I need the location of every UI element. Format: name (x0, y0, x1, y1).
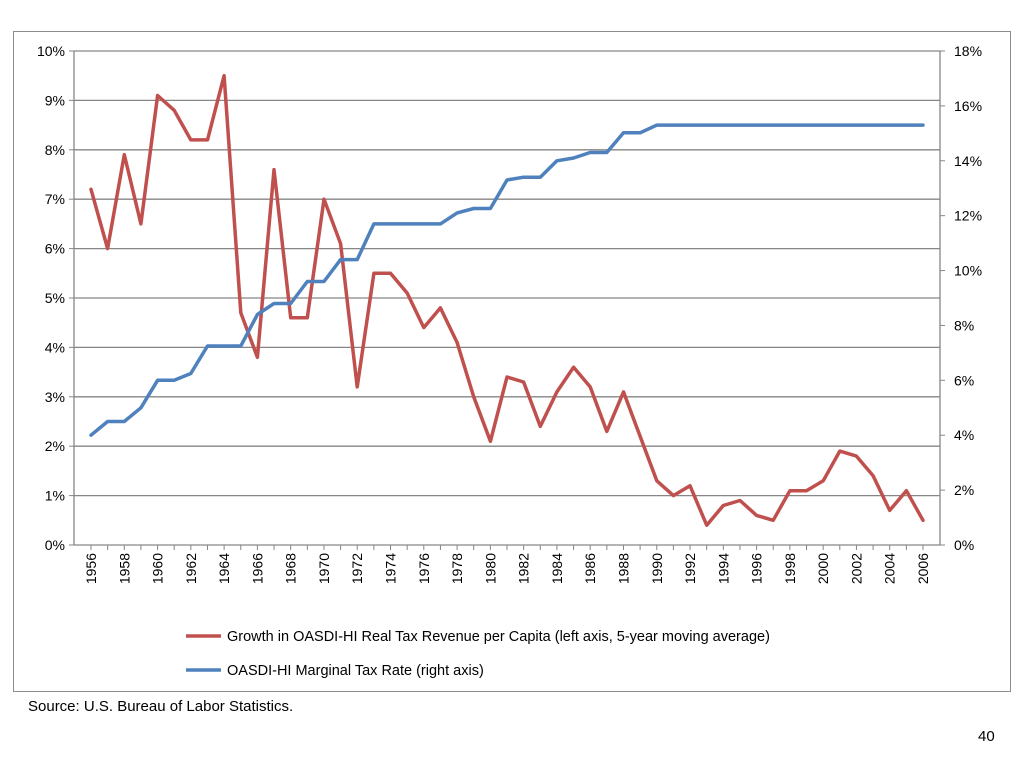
left-axis-tick-label: 7% (45, 191, 65, 207)
right-axis-tick-label: 16% (954, 98, 982, 114)
left-axis-tick-label: 1% (45, 488, 65, 504)
left-axis-tick-label: 10% (37, 43, 65, 59)
x-axis-tick-label: 2000 (815, 553, 831, 584)
series-line-2 (89, 123, 925, 437)
x-axis-tick-label: 1998 (782, 553, 798, 584)
right-axis-tick-label: 12% (954, 208, 982, 224)
x-axis-tick-label: 1980 (482, 553, 498, 584)
right-axis-tick-label: 10% (954, 263, 982, 279)
left-axis-tick-label: 3% (45, 389, 65, 405)
left-axis-tick-label: 0% (45, 537, 65, 553)
x-axis-tick-label: 1992 (682, 553, 698, 584)
x-axis-tick-label: 1960 (150, 553, 166, 584)
x-axis-tick-label: 1986 (582, 553, 598, 584)
right-axis-tick-label: 6% (954, 372, 974, 388)
x-axis-tick-label: 1958 (116, 553, 132, 584)
x-axis-tick-label: 1976 (416, 553, 432, 584)
x-axis-tick-label: 1956 (83, 553, 99, 584)
series-line-1 (89, 73, 925, 527)
left-axis-tick-label: 2% (45, 438, 65, 454)
x-axis-tick-label: 2004 (882, 553, 898, 584)
left-axis-tick-label: 6% (45, 241, 65, 257)
x-axis-tick-label: 1996 (749, 553, 765, 584)
x-axis-tick-label: 1966 (249, 553, 265, 584)
left-axis-tick-label: 8% (45, 142, 65, 158)
right-axis-tick-label: 4% (954, 427, 974, 443)
x-axis-tick-label: 1974 (383, 553, 399, 584)
slide-number: 40 (978, 728, 995, 745)
x-axis-tick-label: 1978 (449, 553, 465, 584)
right-axis-tick-label: 18% (954, 43, 982, 59)
x-axis-tick-label: 1964 (216, 553, 232, 584)
x-axis-tick-label: 1982 (516, 553, 532, 584)
x-axis-tick-label: 2006 (915, 553, 931, 584)
left-axis-tick-label: 4% (45, 339, 65, 355)
source-note: Source: U.S. Bureau of Labor Statistics. (28, 698, 294, 715)
chart-frame (13, 31, 1011, 692)
x-axis-tick-label: 1970 (316, 553, 332, 584)
x-axis-tick-label: 1984 (549, 553, 565, 584)
right-axis-tick-label: 8% (954, 317, 974, 333)
x-axis-tick-label: 1972 (349, 553, 365, 584)
x-axis-tick-label: 1962 (183, 553, 199, 584)
x-axis-tick-label: 1990 (649, 553, 665, 584)
right-axis-tick-label: 14% (954, 153, 982, 169)
x-axis-tick-label: 1968 (283, 553, 299, 584)
right-axis-tick-label: 0% (954, 537, 974, 553)
left-axis-tick-label: 9% (45, 92, 65, 108)
x-axis-tick-label: 2002 (848, 553, 864, 584)
legend-label-1: Growth in OASDI-HI Real Tax Revenue per … (227, 629, 770, 645)
left-axis-tick-label: 5% (45, 290, 65, 306)
x-axis-tick-label: 1988 (615, 553, 631, 584)
right-axis-tick-label: 2% (954, 482, 974, 498)
x-axis-tick-label: 1994 (715, 553, 731, 584)
legend-label-2: OASDI-HI Marginal Tax Rate (right axis) (227, 663, 484, 679)
